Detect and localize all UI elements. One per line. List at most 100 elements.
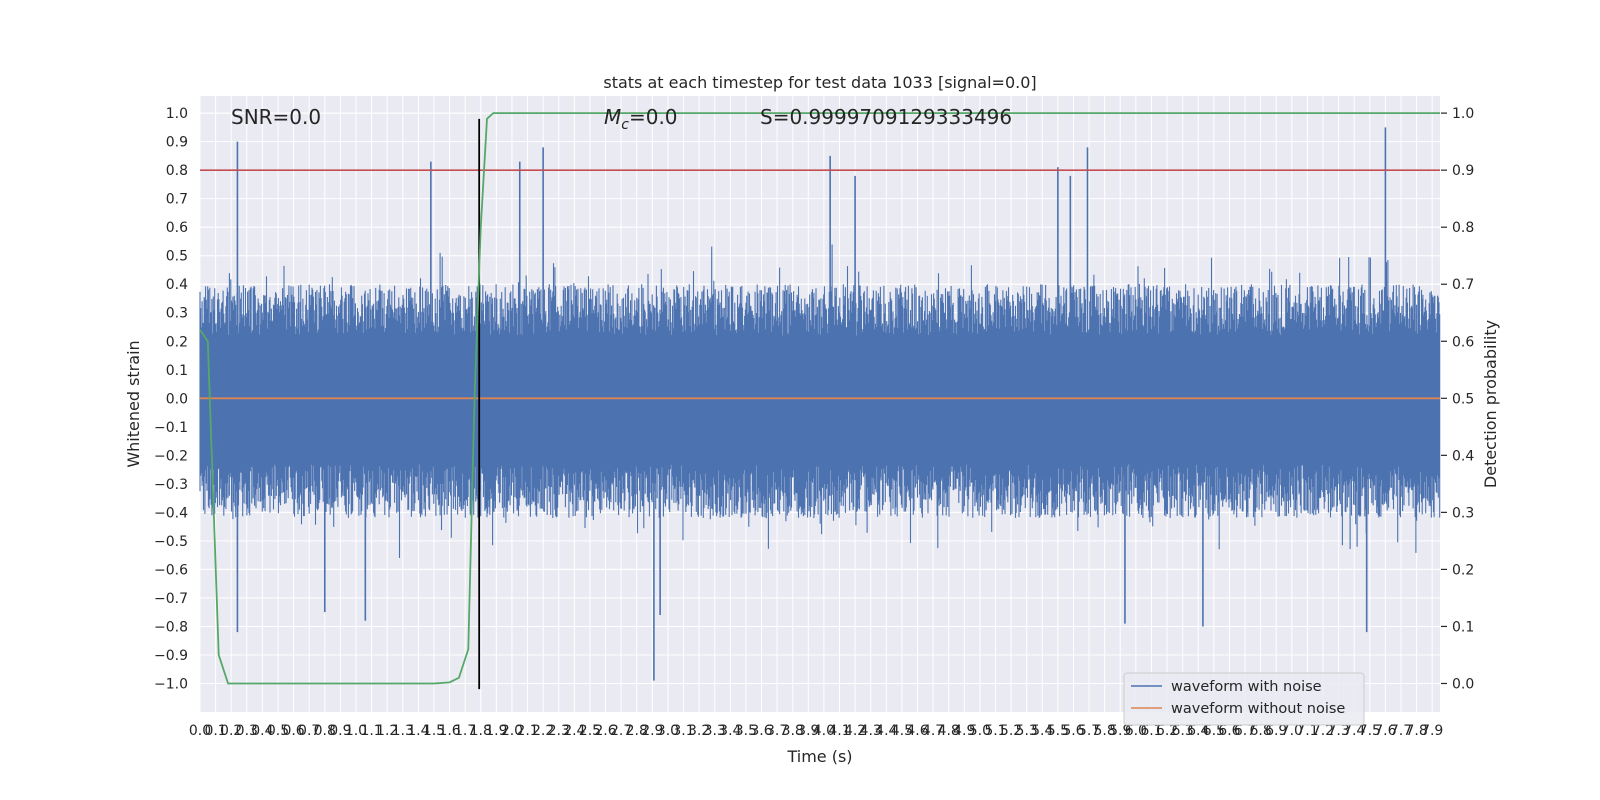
x-tick-label: 7.1 bbox=[1296, 723, 1318, 739]
x-tick-label: 6.4 bbox=[1187, 723, 1209, 739]
x-tick-label: 4.5 bbox=[891, 723, 913, 739]
x-tick-label: 5.1 bbox=[984, 723, 1006, 739]
x-tick-label: 1.7 bbox=[454, 723, 476, 739]
x-tick-label: 3.2 bbox=[688, 723, 710, 739]
x-tick-label: 5.0 bbox=[969, 723, 991, 739]
x-tick-label: 5.8 bbox=[1094, 723, 1116, 739]
y2-tick-label: 0.2 bbox=[1452, 562, 1474, 578]
legend-box bbox=[1123, 672, 1365, 726]
y-tick-label: −1.0 bbox=[154, 676, 188, 692]
y2-tick-label: 0.5 bbox=[1452, 391, 1474, 407]
y-tick-label: 0.9 bbox=[166, 135, 188, 151]
x-tick-label: 5.6 bbox=[1062, 723, 1084, 739]
x-axis-label: Time (s) bbox=[786, 747, 852, 766]
x-tick-label: 3.3 bbox=[704, 723, 726, 739]
x-tick-label: 4.9 bbox=[953, 723, 975, 739]
x-tick-label: 4.2 bbox=[844, 723, 866, 739]
x-tick-label: 0.3 bbox=[236, 723, 258, 739]
x-tick-label: 2.7 bbox=[610, 723, 632, 739]
detection-probability-line bbox=[199, 112, 1440, 685]
y2-tick-label: 0.8 bbox=[1452, 220, 1474, 236]
x-tick-label: 4.4 bbox=[875, 723, 897, 739]
x-tick-label: 2.0 bbox=[501, 723, 523, 739]
y2-tick-label: 0.1 bbox=[1452, 619, 1474, 635]
x-tick-label: 7.0 bbox=[1281, 723, 1303, 739]
y-tick-label: −0.1 bbox=[154, 420, 188, 436]
x-tick-label: 0.7 bbox=[298, 723, 320, 739]
y-tick-label: −0.5 bbox=[154, 534, 188, 550]
x-tick-label: 7.6 bbox=[1374, 723, 1396, 739]
x-tick-label: 2.9 bbox=[641, 723, 663, 739]
y2-tick-label: 1.0 bbox=[1452, 106, 1474, 122]
x-tick-label: 1.1 bbox=[360, 723, 382, 739]
x-tick-label: 5.7 bbox=[1078, 723, 1100, 739]
x-tick-label: 0.4 bbox=[251, 723, 273, 739]
x-tick-label: 3.6 bbox=[750, 723, 772, 739]
x-tick-label: 3.9 bbox=[797, 723, 819, 739]
y-tick-label: 0.0 bbox=[166, 391, 188, 407]
x-tick-label: 7.8 bbox=[1405, 723, 1427, 739]
x-tick-label: 7.7 bbox=[1390, 723, 1412, 739]
chirp-mass-annotation: Mc=0.0 bbox=[604, 105, 678, 133]
x-tick-label: 4.1 bbox=[828, 723, 850, 739]
x-tick-label: 6.1 bbox=[1140, 723, 1162, 739]
y2-tick-label: 0.0 bbox=[1452, 676, 1474, 692]
x-tick-label: 3.5 bbox=[735, 723, 757, 739]
x-tick-label: 4.8 bbox=[938, 723, 960, 739]
y-tick-label: −0.2 bbox=[154, 448, 188, 464]
x-tick-label: 6.3 bbox=[1172, 723, 1194, 739]
x-tick-label: 2.1 bbox=[516, 723, 538, 739]
x-tick-label: 3.1 bbox=[672, 723, 694, 739]
chirp-mass-value: =0.0 bbox=[629, 105, 678, 129]
noise-waveform-layer bbox=[199, 127, 1441, 681]
x-tick-label: 7.4 bbox=[1343, 723, 1365, 739]
x-tick-label: 7.3 bbox=[1327, 723, 1349, 739]
x-tick-label: 6.0 bbox=[1125, 723, 1147, 739]
y-tick-label: −0.7 bbox=[154, 591, 188, 607]
chart-title: stats at each timestep for test data 103… bbox=[603, 73, 1036, 92]
x-tick-label: 1.9 bbox=[485, 723, 507, 739]
x-tick-label: 5.2 bbox=[1000, 723, 1022, 739]
x-tick-label: 0.8 bbox=[314, 723, 336, 739]
x-tick-label: 2.8 bbox=[626, 723, 648, 739]
chirp-mass-symbol: M bbox=[604, 105, 621, 129]
y-tick-label: 0.7 bbox=[166, 192, 188, 208]
x-tick-label: 3.7 bbox=[766, 723, 788, 739]
x-tick-label: 1.6 bbox=[438, 723, 460, 739]
y2-tick-label: 0.9 bbox=[1452, 163, 1474, 179]
y2-tick-label: 0.7 bbox=[1452, 277, 1474, 293]
x-tick-label: 4.3 bbox=[860, 723, 882, 739]
y-tick-label: −0.6 bbox=[154, 562, 188, 578]
x-tick-label: 1.4 bbox=[407, 723, 429, 739]
x-tick-label: 6.6 bbox=[1218, 723, 1240, 739]
line-layer bbox=[199, 112, 1440, 690]
x-tick-label: 1.5 bbox=[423, 723, 445, 739]
snr-annotation: SNR=0.0 bbox=[231, 105, 321, 129]
x-tick-label: 5.4 bbox=[1031, 723, 1053, 739]
x-tick-label: 0.9 bbox=[329, 723, 351, 739]
legend-label-clean: waveform without noise bbox=[1171, 701, 1345, 717]
tick-layer: 0.00.10.20.30.40.50.60.70.80.91.01.11.21… bbox=[154, 106, 1474, 739]
y-tick-label: 0.4 bbox=[166, 277, 188, 293]
x-tick-label: 2.3 bbox=[548, 723, 570, 739]
x-tick-label: 5.9 bbox=[1109, 723, 1131, 739]
y2-tick-label: 0.4 bbox=[1452, 448, 1474, 464]
x-tick-label: 7.5 bbox=[1359, 723, 1381, 739]
x-tick-label: 6.5 bbox=[1203, 723, 1225, 739]
x-tick-label: 7.2 bbox=[1312, 723, 1334, 739]
x-tick-label: 0.0 bbox=[189, 723, 211, 739]
x-tick-label: 2.6 bbox=[594, 723, 616, 739]
y-tick-label: −0.3 bbox=[154, 477, 188, 493]
y-tick-label: 0.2 bbox=[166, 334, 188, 350]
y-tick-label: 0.8 bbox=[166, 163, 188, 179]
x-tick-label: 4.6 bbox=[906, 723, 928, 739]
x-tick-label: 6.2 bbox=[1156, 723, 1178, 739]
y-tick-label: −0.8 bbox=[154, 619, 188, 635]
chirp-mass-subscript: c bbox=[621, 117, 629, 133]
y-tick-label: 0.6 bbox=[166, 220, 188, 236]
x-tick-label: 6.9 bbox=[1265, 723, 1287, 739]
x-tick-label: 2.5 bbox=[579, 723, 601, 739]
y-tick-label: 0.5 bbox=[166, 249, 188, 265]
